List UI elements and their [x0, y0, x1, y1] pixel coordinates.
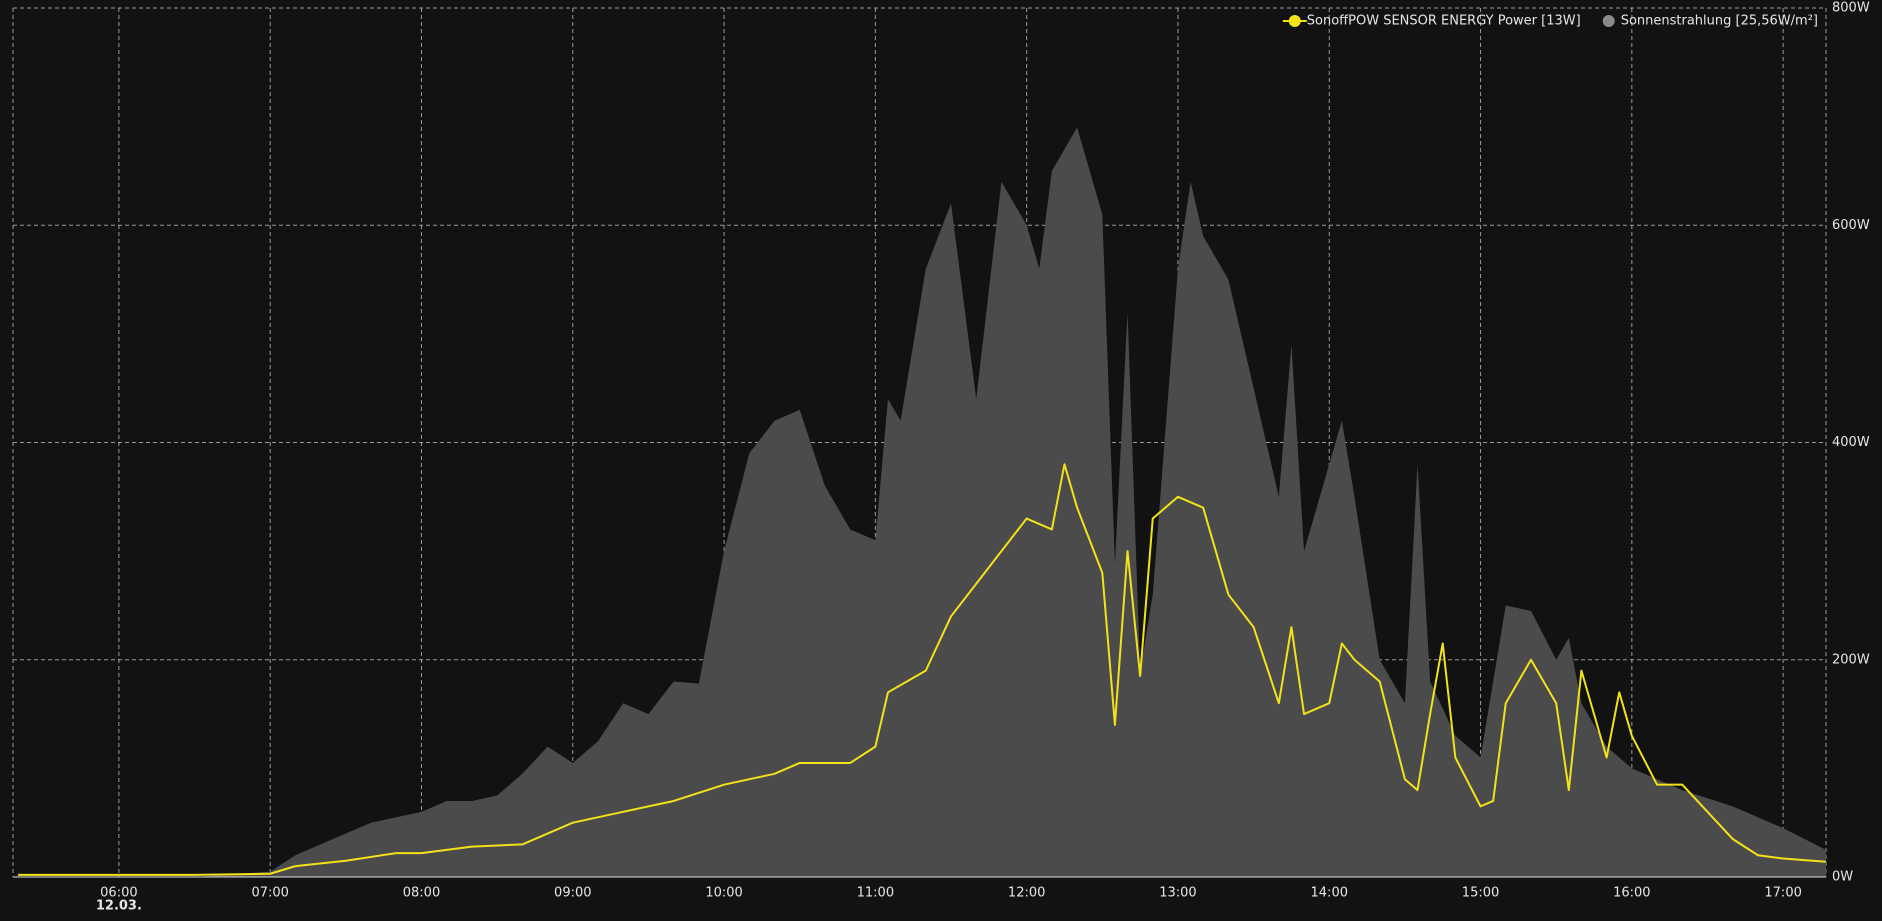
legend-label: SonoffPOW SENSOR ENERGY Power [13W] [1307, 14, 1581, 29]
x-tick-label: 16:00 [1613, 886, 1650, 901]
y-tick-label: 600W [1832, 218, 1870, 233]
x-tick-label: 07:00 [251, 886, 288, 901]
area [18, 127, 1827, 878]
x-tick-label: 08:00 [403, 886, 440, 901]
legend-marker [1288, 15, 1301, 27]
x-tick-label: 06:00 [100, 886, 137, 901]
y-tick-label: 800W [1832, 1, 1870, 16]
x-tick-label: 14:00 [1311, 886, 1348, 901]
line [18, 463, 1827, 876]
y-tick-label: 200W [1832, 652, 1870, 667]
x-tick-label: 11:00 [857, 886, 894, 901]
x-tick-label: 09:00 [554, 886, 591, 901]
y-tick-label: 0W [1832, 870, 1853, 885]
legend-marker [1602, 15, 1615, 27]
y-tick-label: 400W [1832, 435, 1870, 450]
plot [18, 127, 1827, 878]
x-tick-label: 17:00 [1764, 886, 1801, 901]
legend: Sonnenstrahlung [25,56W/m²] SonoffPOW SEN… [1282, 14, 1818, 29]
date-label: 12.03. [96, 899, 142, 914]
x-tick-label: 10:00 [705, 886, 742, 901]
legend-label: Sonnenstrahlung [25,56W/m²] [1621, 14, 1818, 29]
x-tick-label: 15:00 [1462, 886, 1499, 901]
x-tick-label: 13:00 [1159, 886, 1196, 901]
x-tick-label: 12:00 [1008, 886, 1045, 901]
